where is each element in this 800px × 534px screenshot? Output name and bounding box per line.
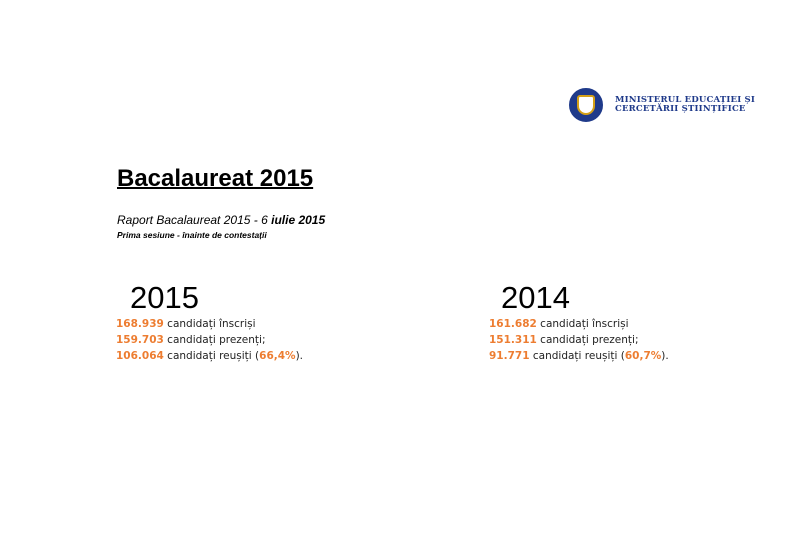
ministry-name: MINISTERUL EDUCAȚIEI ȘI CERCETĂRII ȘTIIN… xyxy=(615,96,755,114)
year-2014-heading: 2014 xyxy=(501,280,570,315)
stat-label: candidați prezenți; xyxy=(163,334,266,346)
stat-label: candidați reușiți ( xyxy=(529,350,625,362)
stats-2014: 161.682 candidați înscriși 151.311 candi… xyxy=(489,316,669,364)
stat-label: candidați înscriși xyxy=(536,318,629,330)
stat-number: 161.682 xyxy=(489,318,537,330)
subtitle-date: iulie 2015 xyxy=(271,213,326,227)
stats-2015: 168.939 candidați înscriși 159.703 candi… xyxy=(116,316,303,364)
stat-end: ). xyxy=(295,350,304,362)
ministry-logo: MINISTERUL EDUCAȚIEI ȘI CERCETĂRII ȘTIIN… xyxy=(569,88,755,122)
stat-label: candidați înscriși xyxy=(163,318,256,330)
stat-present: 159.703 candidați prezenți; xyxy=(116,332,303,348)
report-subtitle: Raport Bacalaureat 2015 - 6 iulie 2015 xyxy=(117,213,325,227)
stat-enrolled: 168.939 candidați înscriși xyxy=(116,316,303,332)
stat-number: 159.703 xyxy=(116,334,164,346)
stat-number: 91.771 xyxy=(489,350,530,362)
stat-end: ). xyxy=(661,350,669,362)
stat-number: 151.311 xyxy=(489,334,537,346)
org-line-1: MINISTERUL EDUCAȚIEI ȘI xyxy=(615,95,756,105)
stat-percent: 66,4% xyxy=(259,350,296,362)
stat-passed: 91.771 candidați reușiți (60,7%). xyxy=(489,348,669,364)
org-line-2: CERCETĂRII ȘTIINȚIFICE xyxy=(615,104,746,114)
stat-number: 106.064 xyxy=(116,350,164,362)
year-2015-heading: 2015 xyxy=(130,280,199,315)
stat-label: candidați prezenți; xyxy=(536,334,639,346)
subtitle-text: Raport Bacalaureat 2015 - 6 xyxy=(117,213,272,227)
page-title: Bacalaureat 2015 xyxy=(117,165,314,192)
stat-present: 151.311 candidați prezenți; xyxy=(489,332,669,348)
stat-enrolled: 161.682 candidați înscriși xyxy=(489,316,669,332)
coat-of-arms-icon xyxy=(569,88,603,122)
stat-passed: 106.064 candidați reușiți (66,4%). xyxy=(116,348,303,364)
stat-number: 168.939 xyxy=(116,318,164,330)
session-note: Prima sesiune - înainte de contestații xyxy=(117,230,267,240)
stat-label: candidați reușiți ( xyxy=(163,350,260,362)
stat-percent: 60,7% xyxy=(624,350,662,362)
